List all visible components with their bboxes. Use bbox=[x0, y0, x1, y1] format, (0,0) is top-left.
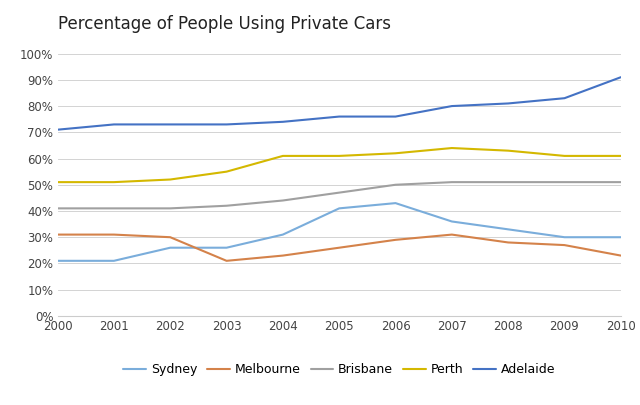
Sydney bbox=[392, 201, 399, 206]
Line: Sydney: Sydney bbox=[58, 203, 621, 261]
Brisbane bbox=[223, 203, 230, 208]
Perth bbox=[110, 180, 118, 185]
Adelaide bbox=[392, 114, 399, 119]
Brisbane bbox=[561, 180, 568, 185]
Sydney bbox=[335, 206, 343, 211]
Line: Melbourne: Melbourne bbox=[58, 234, 621, 261]
Brisbane bbox=[54, 206, 61, 211]
Adelaide bbox=[504, 101, 512, 106]
Perth bbox=[504, 148, 512, 153]
Perth bbox=[279, 153, 287, 158]
Legend: Sydney, Melbourne, Brisbane, Perth, Adelaide: Sydney, Melbourne, Brisbane, Perth, Adel… bbox=[118, 358, 560, 381]
Perth bbox=[392, 151, 399, 156]
Adelaide bbox=[335, 114, 343, 119]
Brisbane bbox=[279, 198, 287, 203]
Adelaide bbox=[617, 75, 625, 80]
Line: Brisbane: Brisbane bbox=[58, 182, 621, 208]
Sydney bbox=[110, 258, 118, 263]
Adelaide bbox=[110, 122, 118, 127]
Perth bbox=[617, 153, 625, 158]
Sydney bbox=[279, 232, 287, 237]
Adelaide bbox=[448, 104, 456, 109]
Melbourne bbox=[223, 258, 230, 263]
Sydney bbox=[561, 235, 568, 240]
Perth bbox=[166, 177, 174, 182]
Adelaide bbox=[166, 122, 174, 127]
Adelaide bbox=[561, 96, 568, 100]
Text: Percentage of People Using Private Cars: Percentage of People Using Private Cars bbox=[58, 15, 390, 33]
Sydney bbox=[223, 245, 230, 250]
Line: Adelaide: Adelaide bbox=[58, 77, 621, 130]
Brisbane bbox=[392, 182, 399, 187]
Melbourne bbox=[166, 235, 174, 240]
Melbourne bbox=[561, 243, 568, 247]
Perth bbox=[223, 169, 230, 174]
Melbourne bbox=[54, 232, 61, 237]
Sydney bbox=[166, 245, 174, 250]
Sydney bbox=[617, 235, 625, 240]
Perth bbox=[54, 180, 61, 185]
Melbourne bbox=[504, 240, 512, 245]
Melbourne bbox=[279, 253, 287, 258]
Brisbane bbox=[335, 190, 343, 195]
Perth bbox=[448, 146, 456, 151]
Melbourne bbox=[617, 253, 625, 258]
Brisbane bbox=[504, 180, 512, 185]
Melbourne bbox=[335, 245, 343, 250]
Line: Perth: Perth bbox=[58, 148, 621, 182]
Brisbane bbox=[617, 180, 625, 185]
Perth bbox=[561, 153, 568, 158]
Brisbane bbox=[110, 206, 118, 211]
Melbourne bbox=[110, 232, 118, 237]
Brisbane bbox=[166, 206, 174, 211]
Sydney bbox=[504, 227, 512, 232]
Adelaide bbox=[223, 122, 230, 127]
Brisbane bbox=[448, 180, 456, 185]
Perth bbox=[335, 153, 343, 158]
Sydney bbox=[54, 258, 61, 263]
Adelaide bbox=[279, 119, 287, 124]
Melbourne bbox=[448, 232, 456, 237]
Melbourne bbox=[392, 237, 399, 242]
Sydney bbox=[448, 219, 456, 224]
Adelaide bbox=[54, 127, 61, 132]
